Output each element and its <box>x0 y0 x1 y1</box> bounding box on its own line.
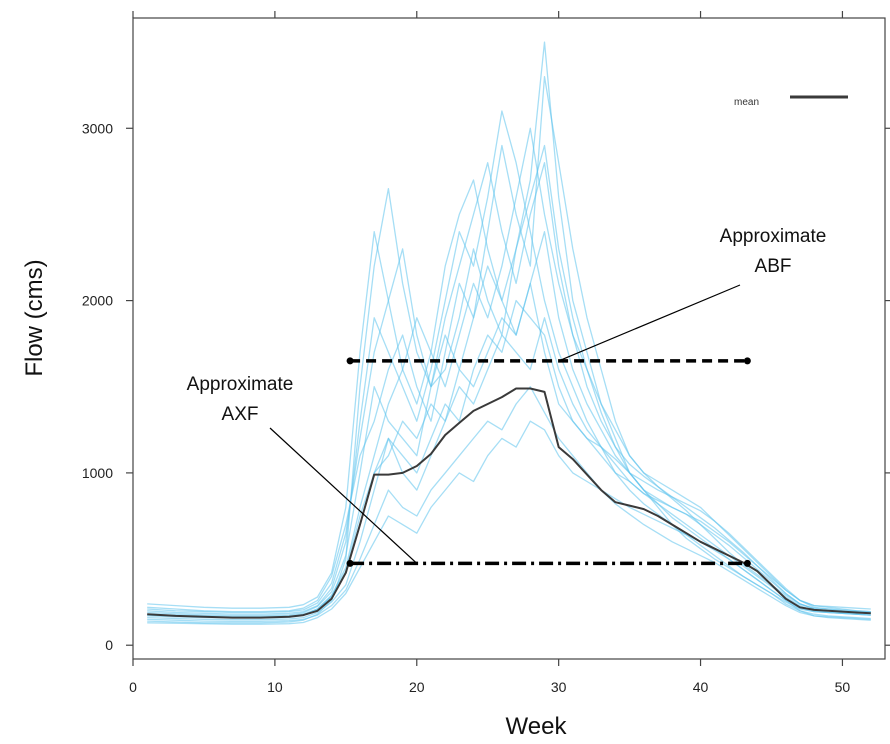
y-tick-label-3000: 3000 <box>82 120 113 136</box>
axf-label-line-2: AXF <box>222 404 259 425</box>
annotation-group <box>269 284 751 567</box>
ensemble-series-group <box>147 41 871 625</box>
y-axis-title: Flow (cms) <box>21 259 48 376</box>
plot-frame <box>132 17 886 660</box>
axf-label-line-1: Approximate <box>187 374 294 395</box>
ensemble-line-8 <box>147 282 871 619</box>
abf-endpoint-end <box>743 357 751 365</box>
ensemble-line-12 <box>147 317 871 618</box>
x-axis: 0 10 20 30 40 50 <box>129 11 850 695</box>
mean-line <box>147 387 871 619</box>
axf-endpoint-end <box>743 559 751 567</box>
abf-pointer <box>558 284 741 362</box>
legend-label: mean <box>734 97 759 108</box>
y-tick-label-2000: 2000 <box>82 293 113 309</box>
x-tick-label-20: 20 <box>409 679 425 695</box>
ensemble-line-1 <box>147 41 871 624</box>
x-axis-title: Week <box>506 713 568 740</box>
ensemble-line-11 <box>147 162 871 614</box>
axf-pointer <box>269 427 418 564</box>
abf-label-line-2: ABF <box>755 256 792 277</box>
axf-label: Approximate AXF <box>187 374 294 425</box>
ensemble-line-6 <box>147 386 871 623</box>
abf-label: Approximate ABF <box>720 226 827 277</box>
x-tick-label-10: 10 <box>267 679 283 695</box>
y-axis: 0 1000 2000 3000 <box>82 120 890 653</box>
ensemble-line-3 <box>147 299 871 621</box>
legend: mean <box>734 95 848 108</box>
ensemble-line-2 <box>147 75 871 613</box>
y-tick-label-1000: 1000 <box>82 465 113 481</box>
axf-endpoint-start <box>346 559 354 567</box>
abf-label-line-1: Approximate <box>720 226 827 247</box>
x-tick-label-40: 40 <box>693 679 709 695</box>
ensemble-line-5 <box>147 127 871 618</box>
abf-endpoint-start <box>346 357 354 365</box>
x-tick-label-30: 30 <box>551 679 567 695</box>
ensemble-line-4 <box>147 110 871 616</box>
mean-series-group <box>147 387 871 619</box>
ensemble-line-10 <box>147 420 871 625</box>
y-tick-label-0: 0 <box>105 637 113 653</box>
x-tick-label-0: 0 <box>129 679 137 695</box>
x-tick-label-50: 50 <box>835 679 851 695</box>
